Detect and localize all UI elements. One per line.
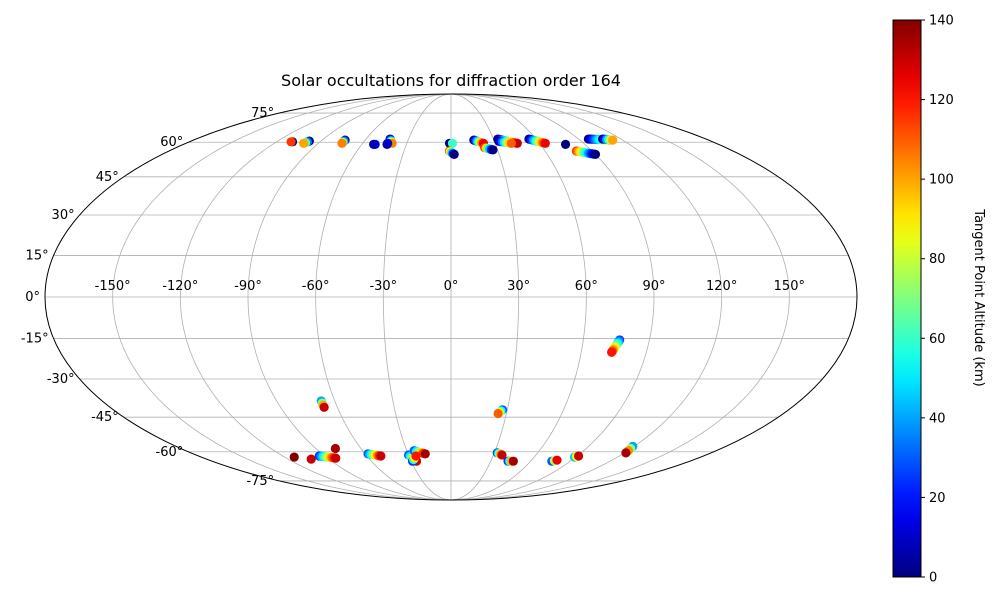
longitude-tick-label: -150°	[95, 279, 131, 294]
latitude-tick-label: -60°	[156, 445, 184, 460]
longitude-tick-label: 150°	[774, 279, 805, 294]
longitude-tick-label: 30°	[507, 279, 530, 294]
longitude-tick-label: 0°	[444, 279, 459, 294]
occultation-markers	[286, 134, 638, 466]
occultation-point	[411, 451, 421, 461]
longitude-tick-label: 60°	[575, 279, 598, 294]
occultation-point	[621, 448, 631, 458]
colorbar-ticks: 0 20 40 60 80 100 120 140	[921, 14, 954, 586]
colorbar-tick-label: 140	[929, 14, 954, 29]
occultation-point	[337, 138, 347, 148]
occultation-point	[540, 138, 550, 148]
occultation-point	[488, 145, 498, 155]
meridian-line	[179, 94, 452, 500]
map-boundary	[44, 93, 858, 501]
occultation-point	[420, 449, 430, 459]
longitude-tick-label: -30°	[369, 279, 397, 294]
occultation-point	[493, 408, 503, 419]
occultation-point	[306, 454, 316, 464]
colorbar-tick-label: 0	[929, 571, 937, 586]
occultation-point	[299, 138, 309, 148]
occultation-point	[506, 138, 517, 148]
occultation-point	[370, 139, 380, 149]
latitude-tick-label: -30°	[47, 372, 75, 387]
meridian-line	[450, 94, 790, 500]
longitude-tick-labels: -150° -120° -90° -60° -30° 0° 30° 60° 90° 120° 150…	[95, 279, 805, 294]
occultation-point	[319, 402, 329, 412]
longitude-tick-label: 90°	[642, 279, 665, 294]
chart-title: Solar occultations for diffraction order…	[281, 71, 621, 90]
latitude-tick-label: 75°	[251, 106, 274, 121]
latitude-tick-label: 60°	[160, 135, 183, 150]
meridian-line	[450, 94, 655, 500]
occultation-point	[590, 149, 601, 159]
occultation-point	[560, 139, 571, 149]
colorbar-tick-label: 100	[929, 173, 954, 188]
occultation-point	[497, 450, 507, 460]
longitude-tick-label: -120°	[162, 279, 198, 294]
occultation-point	[289, 452, 299, 462]
colorbar-label: Tangent Point Altitude (km)	[971, 208, 986, 386]
occultation-point	[376, 451, 386, 461]
occultation-point	[330, 443, 341, 454]
colorbar-tick-label: 120	[929, 93, 954, 108]
latitude-tick-label: 30°	[52, 208, 75, 223]
colorbar-tick-label: 40	[929, 411, 946, 426]
latitude-tick-label: 45°	[96, 170, 119, 185]
meridian-line	[315, 94, 452, 500]
longitude-tick-label: -60°	[302, 279, 330, 294]
latitude-tick-label: 15°	[26, 248, 49, 263]
occultation-point	[449, 149, 459, 159]
colorbar: 0 20 40 60 80 100 120 140 Tangent Point Altitud…	[892, 14, 986, 586]
occultation-point	[331, 453, 341, 463]
occultation-point	[608, 135, 618, 145]
longitude-tick-label: -90°	[234, 279, 262, 294]
graticule	[45, 94, 857, 500]
occultation-point	[573, 451, 584, 461]
colorbar-tick-label: 60	[929, 332, 946, 347]
occultation-point	[447, 138, 458, 148]
occultation-point	[383, 138, 393, 148]
latitude-tick-label: -45°	[91, 410, 119, 425]
latitude-tick-label: -15°	[21, 332, 49, 347]
occultation-point	[552, 455, 562, 465]
occultation-point	[508, 456, 518, 466]
latitude-tick-label: 0°	[25, 290, 40, 305]
occultation-point	[286, 137, 296, 147]
longitude-tick-label: 120°	[706, 279, 737, 294]
occultation-point	[607, 347, 617, 357]
colorbar-bar	[892, 19, 922, 578]
colorbar-tick-label: 80	[929, 252, 946, 267]
colorbar-tick-label: 20	[929, 491, 946, 506]
meridian-line	[112, 94, 452, 500]
